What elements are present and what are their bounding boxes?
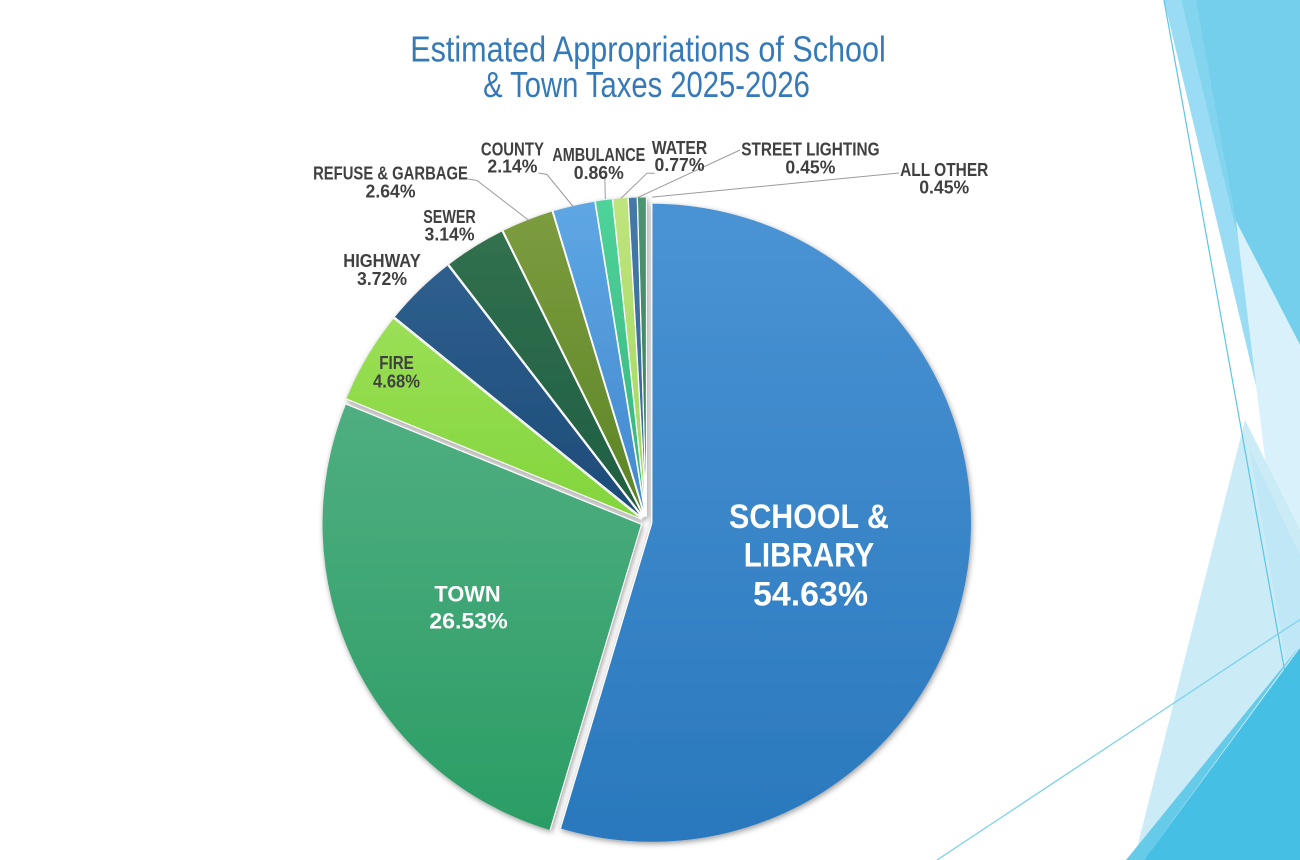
- svg-text:2.14%: 2.14%: [487, 156, 537, 176]
- svg-text:COUNTY: COUNTY: [481, 139, 544, 160]
- svg-text:ALL OTHER: ALL OTHER: [900, 160, 988, 181]
- svg-text:AMBULANCE: AMBULANCE: [552, 144, 645, 165]
- svg-text:0.45%: 0.45%: [919, 177, 969, 197]
- svg-text:SEWER: SEWER: [423, 206, 476, 227]
- svg-text:LIBRARY: LIBRARY: [744, 536, 874, 574]
- svg-text:Estimated Appropriations of Sc: Estimated Appropriations of School: [410, 30, 886, 70]
- svg-text:0.86%: 0.86%: [574, 163, 624, 183]
- svg-text:0.45%: 0.45%: [785, 157, 835, 177]
- svg-text:WATER: WATER: [652, 137, 708, 159]
- svg-text:3.72%: 3.72%: [357, 269, 407, 289]
- svg-text:SCHOOL &: SCHOOL &: [729, 497, 889, 535]
- svg-text:3.14%: 3.14%: [425, 224, 475, 244]
- svg-text:TOWN: TOWN: [434, 581, 500, 606]
- svg-text:& Town Taxes 2025-2026: & Town Taxes 2025-2026: [483, 64, 810, 105]
- svg-text:26.53%: 26.53%: [429, 609, 507, 633]
- svg-text:0.77%: 0.77%: [655, 155, 705, 175]
- svg-text:4.68%: 4.68%: [373, 371, 420, 392]
- svg-text:FIRE: FIRE: [379, 353, 414, 374]
- svg-text:54.63%: 54.63%: [753, 576, 868, 614]
- svg-text:HIGHWAY: HIGHWAY: [343, 250, 421, 271]
- svg-text:REFUSE & GARBAGE: REFUSE & GARBAGE: [313, 163, 468, 184]
- svg-text:STREET LIGHTING: STREET LIGHTING: [741, 139, 879, 160]
- svg-text:2.64%: 2.64%: [366, 181, 416, 201]
